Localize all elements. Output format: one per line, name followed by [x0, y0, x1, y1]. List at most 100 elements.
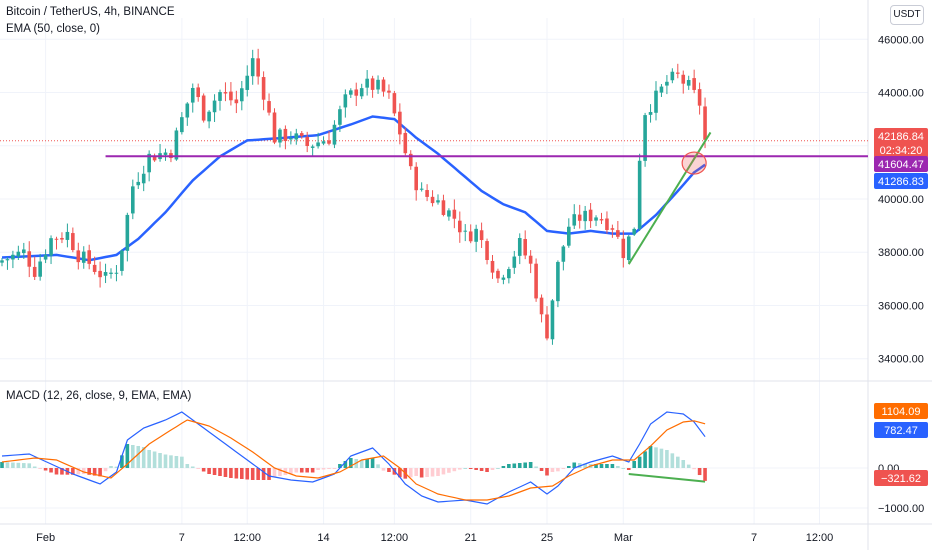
candle-body [703, 106, 707, 140]
macd-histogram-bar [474, 468, 478, 470]
candle-body [32, 266, 37, 277]
candle-body [212, 100, 217, 113]
macd-histogram-bar [207, 468, 211, 474]
candle-body [599, 219, 604, 221]
candle-body [479, 230, 484, 241]
candle-body [403, 132, 408, 154]
macd-histogram-bar [38, 468, 42, 469]
candle-body [567, 226, 571, 246]
macd-histogram-bar [32, 466, 37, 468]
candle-body [76, 250, 81, 263]
macd-histogram-bar [250, 468, 255, 480]
candle-body [207, 111, 211, 122]
candle-body [38, 261, 42, 277]
macd-histogram-bar [594, 464, 598, 468]
macd-histogram-bar [670, 453, 675, 468]
macd-histogram-bar [43, 468, 48, 471]
macd-histogram-bar [419, 468, 424, 478]
macd-histogram-bar [141, 447, 146, 468]
macd-histogram-bar [654, 447, 658, 468]
macd-histogram-bar [98, 468, 102, 477]
macd-histogram-bar [103, 468, 108, 472]
macd-histogram-bar [223, 468, 228, 477]
candle-body [419, 188, 424, 190]
ema-line [1, 115, 706, 262]
macd-histogram-bar [131, 445, 135, 468]
candle-body [174, 130, 179, 160]
candle-body [240, 88, 244, 102]
candle-body [670, 71, 675, 81]
candle-body [256, 58, 260, 77]
candle-body [654, 90, 658, 113]
macd-histogram-bar [5, 462, 10, 468]
candle-body [556, 261, 560, 302]
candle-body [490, 260, 495, 273]
candle-body [692, 78, 696, 90]
ema-layer [1, 115, 706, 262]
macd-histogram-bar [240, 468, 244, 479]
candle-body [250, 58, 255, 77]
time-tick-label: 12:00 [233, 532, 261, 544]
candle-body [185, 103, 190, 118]
macd-histogram-bar [485, 468, 489, 472]
candle-body [267, 101, 271, 113]
candle-body [550, 300, 555, 340]
candle-body [605, 218, 609, 230]
time-tick-label: 21 [465, 532, 477, 544]
candle-body [392, 93, 397, 114]
macd-line [1, 411, 706, 505]
macd-histogram-bar [408, 468, 413, 478]
macd-histogram-bar [316, 468, 320, 470]
macd-histogram-bar [147, 450, 151, 468]
macd-histogram-bar [523, 462, 527, 468]
macd-indicator-label[interactable]: MACD (12, 26, close, 9, EMA, EMA) [6, 390, 192, 402]
candle-body [305, 136, 309, 147]
candle-body [534, 263, 538, 299]
macd-histogram-bar [550, 468, 555, 472]
currency-button[interactable]: USDT [890, 5, 924, 25]
candle-body [22, 249, 26, 254]
candle-body [163, 152, 168, 155]
candle-body [332, 124, 337, 145]
candle-body [458, 220, 462, 233]
macd-histogram-bar [256, 468, 260, 480]
macd-histogram-bar [174, 456, 179, 468]
candle-body [141, 173, 146, 184]
price-tick-label: 46000.00 [878, 34, 924, 46]
price-tick-label: 34000.00 [878, 354, 924, 366]
candle-body [218, 92, 222, 101]
current-price-badge-bg [874, 128, 928, 158]
candle-body [681, 74, 686, 84]
macd-value-badge: 782.47 [884, 425, 918, 437]
macd-histogram-bar [289, 468, 293, 474]
candle-body [60, 237, 64, 240]
macd-histogram-bar [278, 468, 282, 476]
macd-histogram-bar [501, 466, 506, 468]
macd-histogram-bar [545, 468, 549, 476]
candle-body [114, 272, 119, 274]
macd-histogram-bar [321, 468, 326, 470]
candle-body [283, 128, 288, 142]
candle-body [223, 92, 228, 94]
ema-indicator-label[interactable]: EMA (50, close, 0) [6, 23, 100, 35]
macd-histogram-bar [16, 462, 21, 468]
macd-histogram-bar [458, 468, 462, 470]
candle-body [11, 254, 15, 260]
candle-body [376, 79, 380, 90]
candle-body [507, 269, 511, 279]
candle-body [65, 231, 70, 240]
macd-histogram-bar [632, 461, 636, 468]
macd-histogram-bar [158, 453, 162, 468]
macd-histogram-bar [212, 468, 217, 475]
macd-histogram-bar [436, 468, 440, 476]
macd-histogram-bar [376, 464, 380, 468]
macd-histogram-bar [22, 463, 26, 468]
annotations [105, 131, 868, 483]
candle-body [512, 256, 517, 268]
candle-body [120, 250, 124, 271]
macd-histogram-bar [441, 468, 446, 475]
macd-histogram-bar [81, 468, 86, 474]
macd-histogram-bar [120, 455, 124, 468]
